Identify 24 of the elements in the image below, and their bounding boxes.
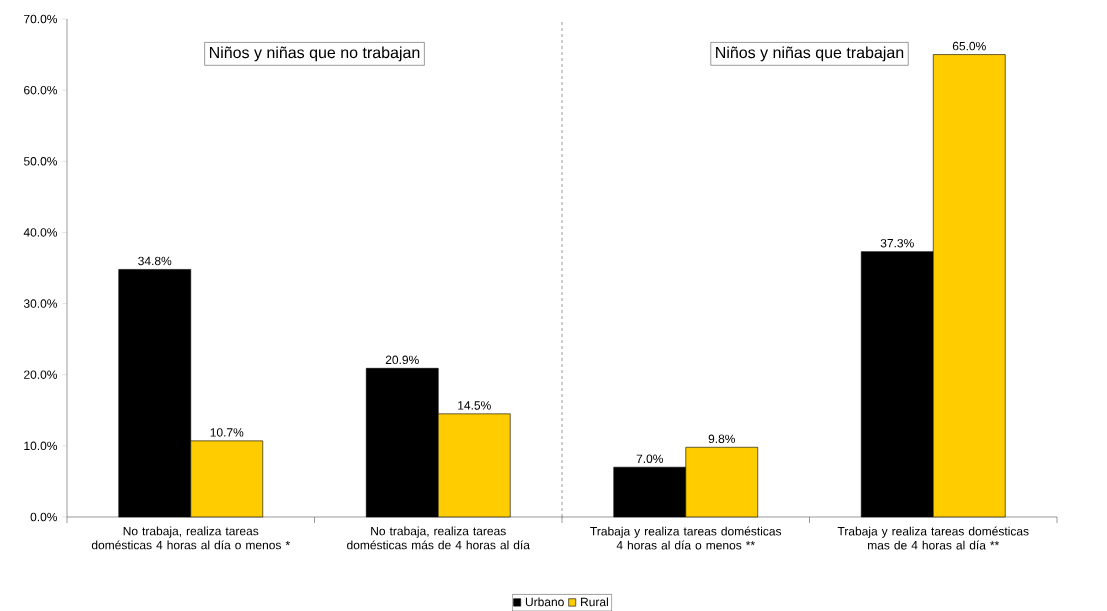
data-label: 9.8% [708, 434, 736, 443]
annotation: Niños y niñas que no trabajan [209, 46, 420, 62]
data-label: 14.5% [458, 401, 491, 410]
y-tick-label: 40.0% [23, 228, 58, 237]
y-tick-label: 50.0% [23, 156, 58, 166]
x-tick-label: Trabaja y realiza tareas domésticas mas de 4 horas al día ** [837, 526, 1029, 550]
annotation: Niños y niñas que trabajan [716, 46, 904, 62]
data-label: 37.3% [880, 238, 914, 248]
data-label: 7.0% [636, 454, 663, 463]
y-tick-label: 20.0% [24, 370, 58, 379]
x-tick-label: Trabaja y realiza tareas domésticas 4 horas al día o menos ** [590, 526, 782, 550]
data-label: 34.8% [138, 256, 172, 266]
y-tick-label: 10.0% [24, 441, 58, 450]
data-label: 10.7% [210, 428, 244, 437]
legend-label: Urbano [525, 597, 564, 607]
legend-label: Rural [581, 597, 608, 607]
data-label: 20.9% [385, 355, 419, 364]
y-tick-label: 70.0% [24, 14, 58, 24]
x-tick-label: No trabaja, realiza tareas domésticas 4 horas al día o menos * [91, 526, 290, 550]
y-tick-label: 60.0% [24, 85, 58, 95]
data-label: 65.0% [952, 41, 986, 51]
y-tick-label: 30.0% [23, 299, 58, 308]
x-tick-label: No trabaja, realiza tareas domésticas más de 4 horas al día [347, 526, 530, 550]
y-tick-label: 0.0% [30, 512, 58, 522]
